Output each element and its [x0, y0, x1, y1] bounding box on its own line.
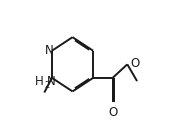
Text: N: N: [46, 75, 55, 88]
Text: 2: 2: [44, 81, 50, 90]
Text: O: O: [130, 57, 139, 70]
Text: N: N: [45, 44, 53, 57]
Text: O: O: [109, 106, 118, 119]
Text: H: H: [35, 75, 44, 88]
